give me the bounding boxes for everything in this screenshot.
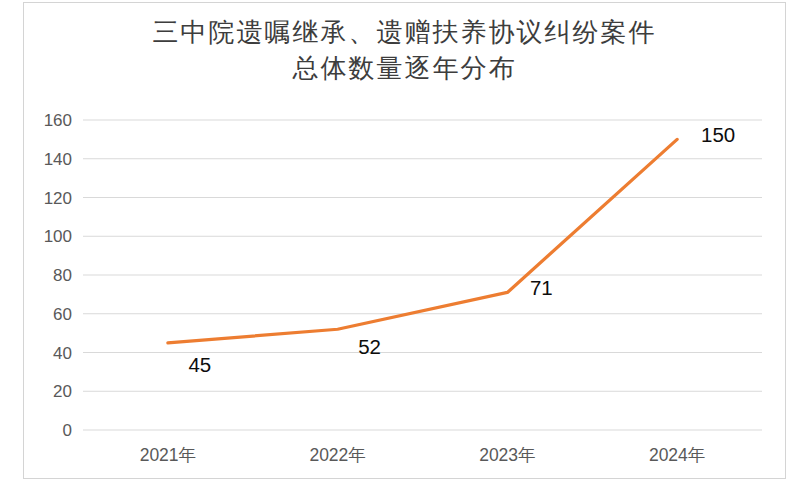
y-tick-label: 120 bbox=[44, 189, 72, 208]
data-series-line bbox=[168, 139, 677, 342]
y-tick-label: 20 bbox=[53, 382, 72, 401]
y-tick-label: 80 bbox=[53, 266, 72, 285]
y-tick-label: 0 bbox=[63, 421, 72, 440]
data-label: 150 bbox=[701, 123, 735, 146]
y-tick-label: 60 bbox=[53, 305, 72, 324]
y-tick-label: 100 bbox=[44, 227, 72, 246]
chart-canvas: 三中院遗嘱继承、遗赠扶养协议纠纷案件 总体数量逐年分布 020406080100… bbox=[0, 0, 800, 491]
x-axis-label: 2022年 bbox=[309, 445, 365, 465]
y-tick-label: 40 bbox=[53, 344, 72, 363]
data-label: 45 bbox=[188, 353, 211, 376]
y-tick-label: 140 bbox=[44, 150, 72, 169]
line-chart-plot: 0 20 40 60 80 100 120 140 160 2021年 2022年 2023年 2024… bbox=[0, 0, 800, 491]
x-axis-label: 2023年 bbox=[479, 445, 535, 465]
x-axis-label: 2021年 bbox=[140, 445, 196, 465]
y-tick-label: 160 bbox=[44, 111, 72, 130]
data-label: 71 bbox=[530, 276, 553, 299]
data-label: 52 bbox=[358, 335, 381, 358]
x-axis-label: 2024年 bbox=[649, 445, 705, 465]
